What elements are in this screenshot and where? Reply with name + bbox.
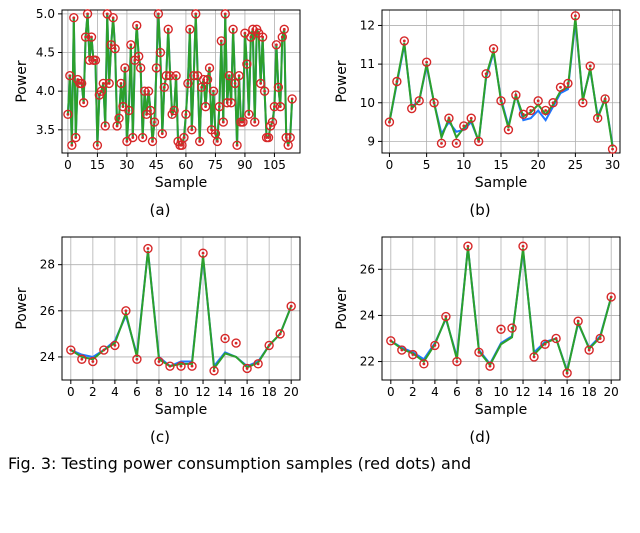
svg-text:8: 8 — [155, 385, 163, 399]
svg-text:28: 28 — [40, 258, 55, 272]
row-bottom: 02468101214161820242628SamplePower (c) 0… — [0, 227, 640, 454]
svg-text:Power: Power — [14, 287, 30, 330]
svg-text:75: 75 — [208, 158, 223, 172]
svg-text:15: 15 — [493, 158, 508, 172]
svg-text:4.0: 4.0 — [36, 84, 55, 98]
svg-text:18: 18 — [582, 385, 597, 399]
svg-text:6: 6 — [453, 385, 461, 399]
svg-text:9: 9 — [367, 134, 375, 148]
svg-text:0: 0 — [387, 385, 395, 399]
row-top: 01530456075901053.54.04.55.0SamplePower … — [0, 0, 640, 227]
svg-text:22: 22 — [360, 355, 375, 369]
panel-b-cell: 0 5 10 15 20 25 30 9 10 11 12 Sample Power (b) — [330, 0, 630, 227]
svg-text:60: 60 — [178, 158, 193, 172]
svg-text:8: 8 — [475, 385, 483, 399]
svg-text:90: 90 — [237, 158, 252, 172]
svg-text:30: 30 — [605, 158, 620, 172]
panel-d-cell: 02468101214161820222426SamplePower (d) — [330, 227, 630, 454]
panel-a-cell: 01530456075901053.54.04.55.0SamplePower … — [10, 0, 310, 227]
svg-text:30: 30 — [119, 158, 134, 172]
svg-text:Sample: Sample — [155, 402, 208, 418]
svg-text:105: 105 — [263, 158, 286, 172]
svg-text:11: 11 — [360, 57, 375, 71]
svg-text:24: 24 — [40, 350, 55, 364]
figure-3: 01530456075901053.54.04.55.0SamplePower … — [0, 0, 640, 477]
svg-text:4: 4 — [111, 385, 119, 399]
svg-text:4: 4 — [431, 385, 439, 399]
svg-text:25: 25 — [568, 158, 583, 172]
svg-text:10: 10 — [456, 158, 471, 172]
svg-text:Power: Power — [14, 60, 30, 103]
panel-d-caption: (d) — [469, 428, 490, 446]
panel-b-caption: (b) — [469, 201, 490, 219]
svg-text:12: 12 — [195, 385, 210, 399]
svg-text:45: 45 — [149, 158, 164, 172]
svg-text:10: 10 — [360, 96, 375, 110]
svg-text:Sample: Sample — [155, 175, 208, 191]
svg-text:24: 24 — [360, 308, 375, 322]
figure-caption: Fig. 3: Testing power consumption sample… — [0, 454, 640, 477]
svg-text:5: 5 — [423, 158, 431, 172]
panel-a-caption: (a) — [150, 201, 171, 219]
svg-text:Sample: Sample — [475, 175, 528, 191]
panel-c-cell: 02468101214161820242628SamplePower (c) — [10, 227, 310, 454]
svg-text:10: 10 — [493, 385, 508, 399]
svg-text:2: 2 — [409, 385, 417, 399]
svg-text:20: 20 — [604, 385, 619, 399]
panel-d-plot: 02468101214161820222426SamplePower — [330, 227, 630, 422]
svg-text:14: 14 — [217, 385, 232, 399]
panel-a-plot: 0 15 30 45 60 75 90 105 3.5 4.0 4.5 5.0 Sample Power — [10, 0, 310, 195]
svg-text:15: 15 — [90, 158, 105, 172]
svg-text:14: 14 — [537, 385, 552, 399]
svg-text:2: 2 — [89, 385, 97, 399]
svg-text:6: 6 — [133, 385, 141, 399]
svg-text:4.5: 4.5 — [36, 46, 55, 60]
svg-text:18: 18 — [262, 385, 277, 399]
svg-text:Sample: Sample — [475, 402, 528, 418]
svg-text:3.5: 3.5 — [36, 123, 55, 137]
panel-c-caption: (c) — [150, 428, 170, 446]
svg-text:12: 12 — [360, 18, 375, 32]
svg-text:10: 10 — [173, 385, 188, 399]
svg-text:26: 26 — [40, 304, 55, 318]
svg-text:0: 0 — [64, 158, 72, 172]
svg-text:26: 26 — [360, 262, 375, 276]
panel-c-plot: 02468101214161820242628SamplePower — [10, 227, 310, 422]
svg-text:0: 0 — [386, 158, 394, 172]
svg-text:20: 20 — [531, 158, 546, 172]
svg-text:5.0: 5.0 — [36, 7, 55, 21]
svg-text:Power: Power — [334, 60, 350, 103]
svg-text:16: 16 — [239, 385, 254, 399]
svg-text:Power: Power — [334, 287, 350, 330]
svg-text:20: 20 — [284, 385, 299, 399]
svg-text:12: 12 — [515, 385, 530, 399]
svg-text:16: 16 — [559, 385, 574, 399]
panel-b-plot: 0 5 10 15 20 25 30 9 10 11 12 Sample Power — [330, 0, 630, 195]
svg-text:0: 0 — [67, 385, 75, 399]
